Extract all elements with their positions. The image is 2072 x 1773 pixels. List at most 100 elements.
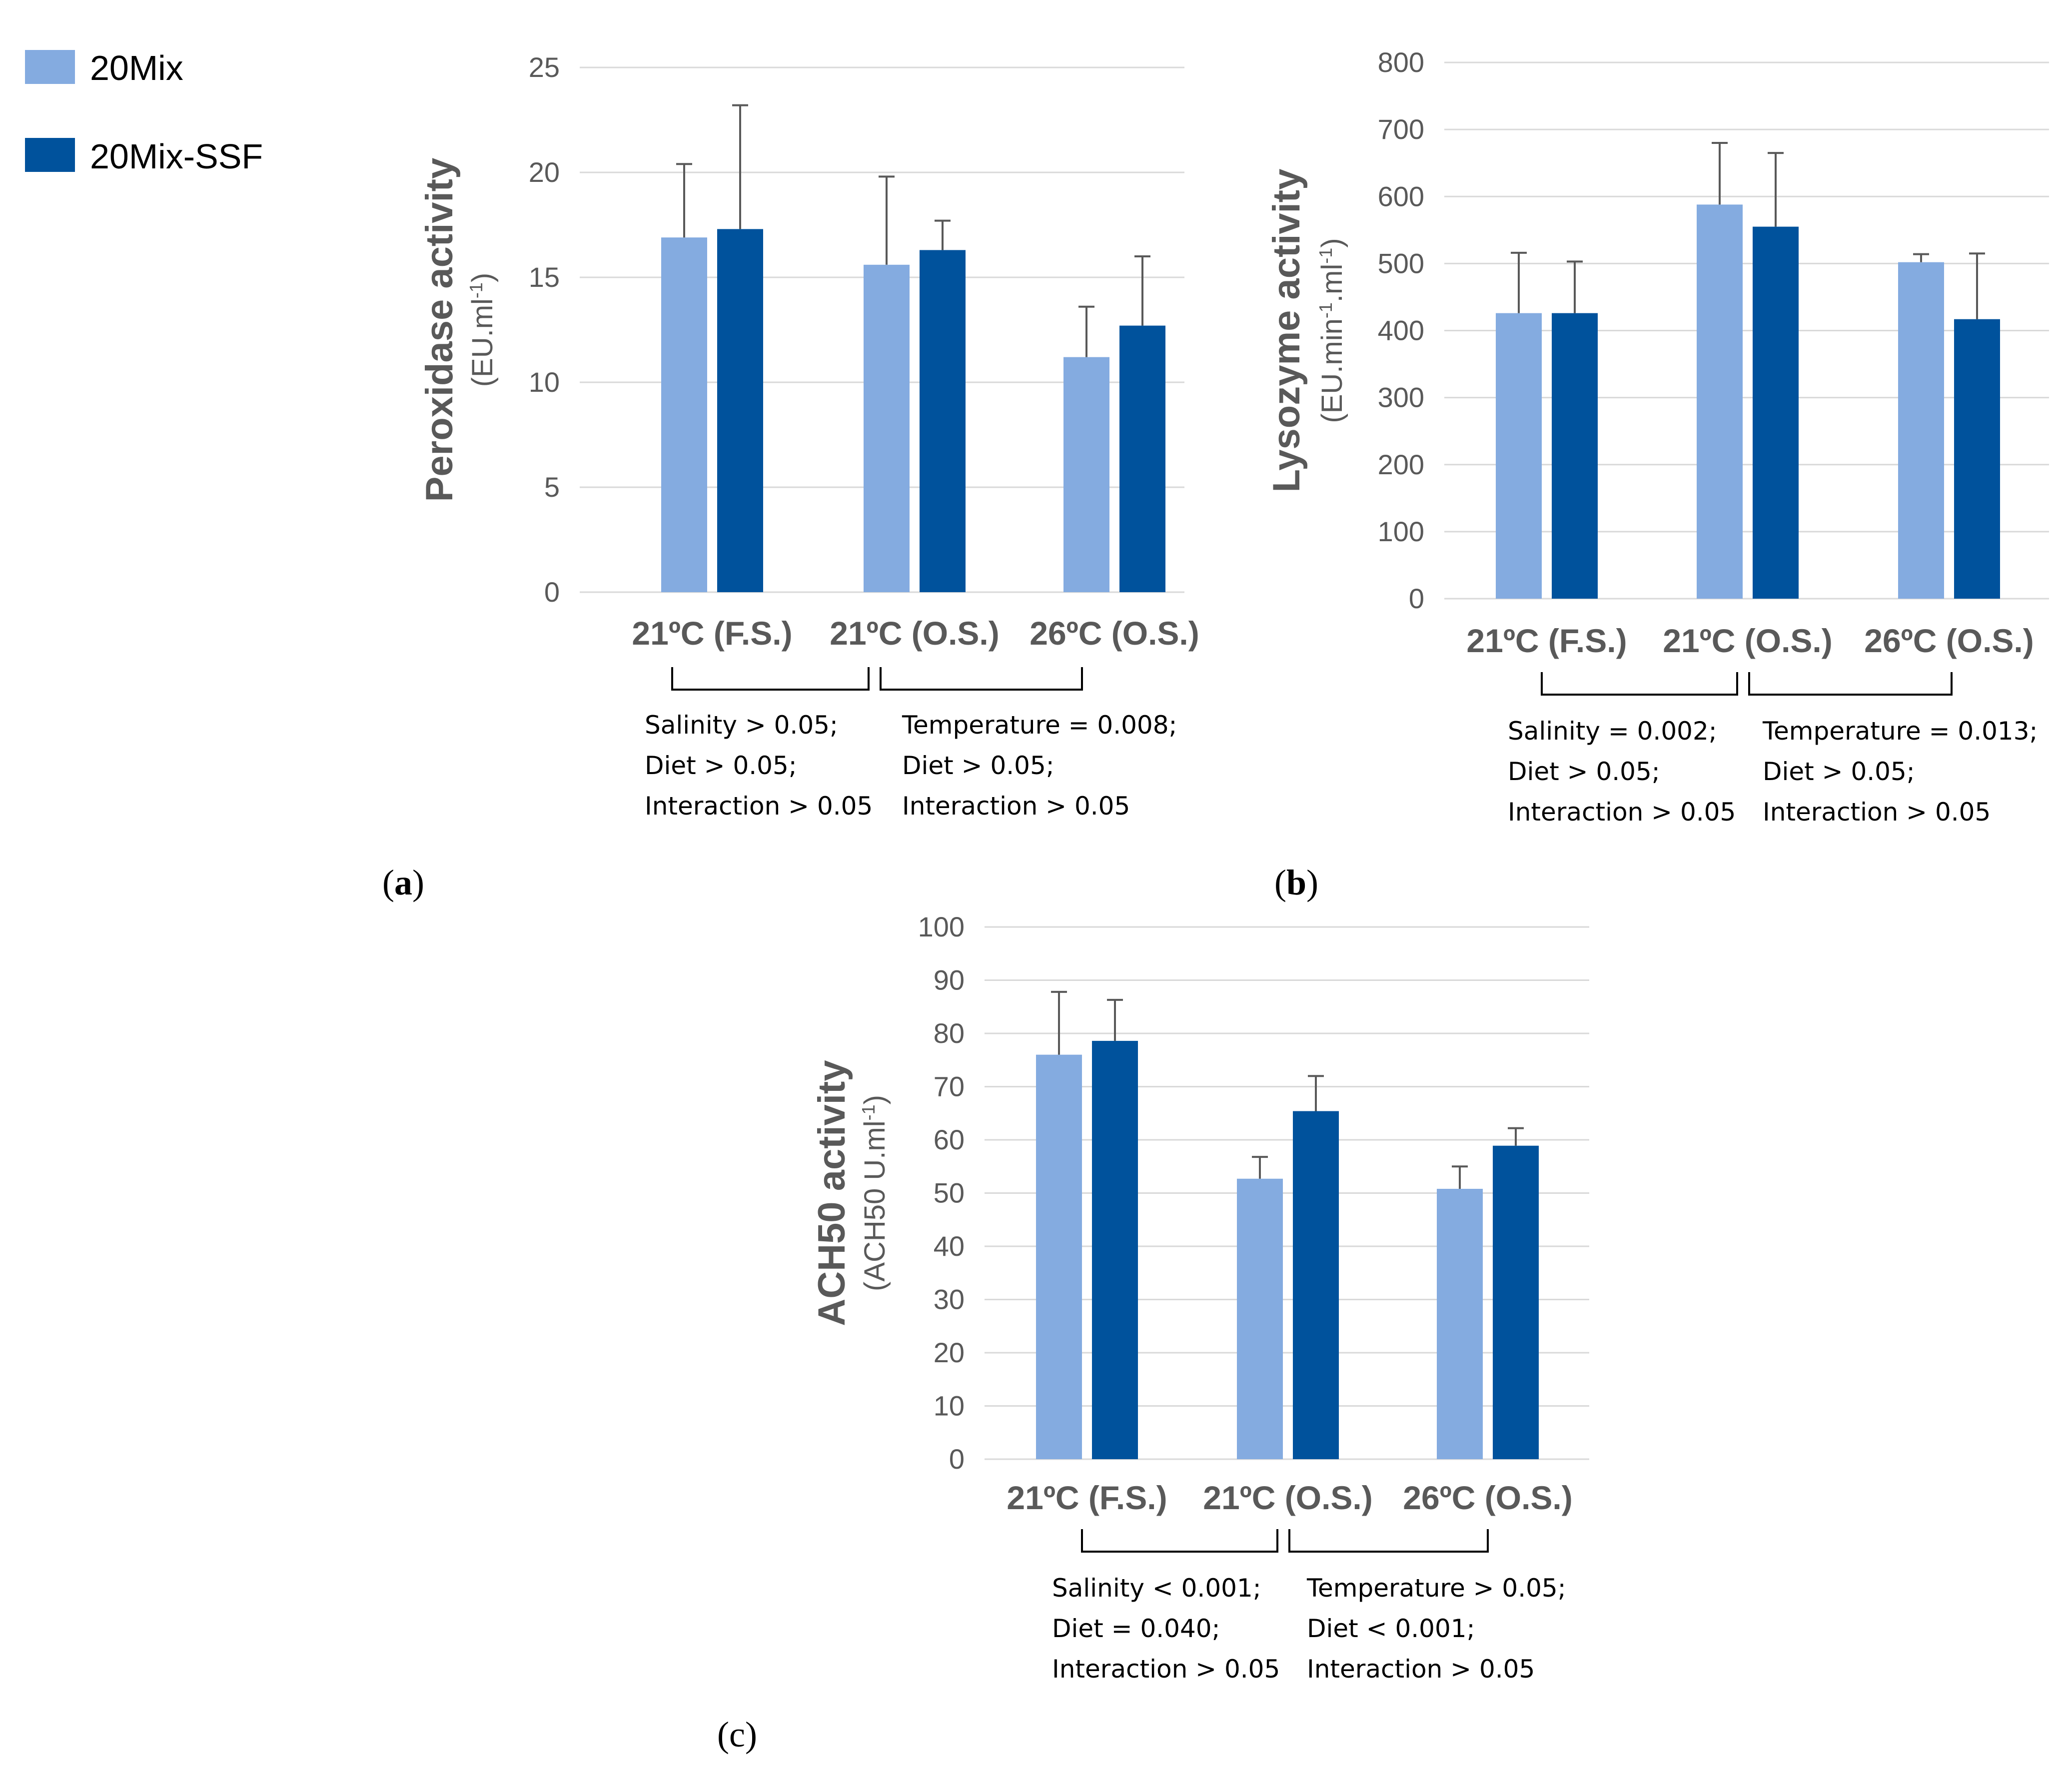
stat-line: Diet > 0.05; xyxy=(645,751,797,780)
stat-line: Diet = 0.040; xyxy=(1052,1614,1220,1643)
stat-line: Interaction > 0.05 xyxy=(1052,1655,1280,1684)
legend: 20Mix 20Mix-SSF xyxy=(25,48,263,176)
x-category-label: 21ºC (F.S.) xyxy=(632,615,792,652)
y-tick-label: 800 xyxy=(1378,46,1424,78)
bar-20mix-ssf-2 xyxy=(1753,226,1799,599)
comparison-bracket xyxy=(1541,672,1738,696)
panel-paren: ( xyxy=(717,1715,729,1755)
stat-line: Interaction > 0.05 xyxy=(1508,798,1736,827)
y-axis-unit: (EU.ml-1) xyxy=(466,273,499,387)
y-tick-label: 0 xyxy=(1409,583,1424,614)
y-tick-label: 700 xyxy=(1378,113,1424,145)
y-tick-label: 100 xyxy=(918,911,965,942)
unit-text: ) xyxy=(859,1095,891,1104)
stat-line: Interaction > 0.05 xyxy=(1763,798,1991,827)
stat-line: Interaction > 0.05 xyxy=(902,792,1130,821)
bar-20mix-ssf-3 xyxy=(1119,325,1165,592)
panel-paren: ( xyxy=(1274,863,1286,902)
x-category-label: 21ºC (O.S.) xyxy=(1203,1479,1373,1516)
bar-20mix-ssf-1 xyxy=(1092,1040,1138,1459)
x-category-label: 21ºC (F.S.) xyxy=(1007,1479,1167,1516)
panel-paren: ) xyxy=(1306,863,1318,902)
y-tick-label: 25 xyxy=(529,51,560,83)
bar-20mix-3 xyxy=(1898,262,1944,599)
stat-line: Interaction > 0.05 xyxy=(1307,1655,1535,1684)
bar-20mix-ssf-1 xyxy=(1552,313,1598,599)
bar-20mix-ssf-3 xyxy=(1954,319,2000,599)
legend-label-20mix: 20Mix xyxy=(90,48,183,87)
y-axis-unit: (ACH50 U.ml-1) xyxy=(858,1095,892,1291)
y-tick-label: 70 xyxy=(934,1071,965,1102)
y-axis-title: Peroxidase activity xyxy=(418,158,461,502)
bar-20mix-ssf-1 xyxy=(717,229,763,592)
y-tick-label: 300 xyxy=(1378,382,1424,413)
stat-line: Temperature > 0.05; xyxy=(1306,1574,1566,1603)
stat-line: Temperature = 0.013; xyxy=(1762,717,2038,746)
y-tick-label: 400 xyxy=(1378,315,1424,346)
unit-text: (EU.ml xyxy=(466,298,499,387)
unit-text: .ml xyxy=(1316,264,1348,302)
comparison-bracket xyxy=(671,667,870,691)
x-category-label: 26ºC (O.S.) xyxy=(1864,622,2034,659)
panel-letter: b xyxy=(1286,863,1306,902)
legend-swatch-20mix-ssf xyxy=(25,138,75,172)
legend-swatch-20mix xyxy=(25,50,75,84)
y-tick-label: 10 xyxy=(529,366,560,398)
bar-20mix-1 xyxy=(1036,1054,1082,1459)
bar-20mix-ssf-2 xyxy=(1293,1111,1339,1459)
y-tick-label: 0 xyxy=(544,576,560,608)
unit-superscript: -1 xyxy=(1315,302,1336,318)
x-category-label: 21ºC (O.S.) xyxy=(830,615,1000,652)
x-category-label: 21ºC (O.S.) xyxy=(1663,622,1833,659)
y-tick-label: 10 xyxy=(934,1390,965,1422)
y-tick-label: 200 xyxy=(1378,449,1424,480)
stat-line: Salinity > 0.05; xyxy=(645,711,838,740)
y-tick-label: 5 xyxy=(544,471,560,503)
panel-letter: c xyxy=(729,1715,745,1755)
y-tick-label: 20 xyxy=(934,1337,965,1368)
unit-superscript: -1 xyxy=(858,1104,879,1120)
y-tick-label: 60 xyxy=(934,1124,965,1155)
y-axis-title: ACH50 activity xyxy=(811,1060,853,1326)
comparison-bracket xyxy=(1288,1529,1489,1553)
bar-20mix-2 xyxy=(1697,204,1743,599)
stat-line: Salinity < 0.001; xyxy=(1052,1574,1261,1603)
unit-superscript: -1 xyxy=(466,282,486,298)
stat-line: Diet > 0.05; xyxy=(902,751,1054,780)
y-tick-label: 40 xyxy=(934,1230,965,1262)
unit-superscript: -1 xyxy=(1315,248,1336,264)
y-axis-unit: (EU.min-1.ml-1) xyxy=(1315,238,1349,423)
y-tick-label: 30 xyxy=(934,1284,965,1315)
panel-label: (a) xyxy=(382,863,424,902)
panel-label: (b) xyxy=(1274,863,1318,902)
panel-label: (c) xyxy=(717,1715,757,1755)
y-tick-label: 80 xyxy=(934,1017,965,1049)
bar-20mix-1 xyxy=(1496,313,1542,599)
y-tick-label: 100 xyxy=(1378,516,1424,547)
chart-lysozyme: 0 100 200 300 400 500 600 700 800 Lysozyme activi… xyxy=(1265,46,2049,902)
panel-paren: ( xyxy=(382,863,394,902)
panel-letter: a xyxy=(394,863,412,902)
stat-line: Interaction > 0.05 xyxy=(645,792,873,821)
bar-20mix-2 xyxy=(864,264,910,592)
x-category-label: 21ºC (F.S.) xyxy=(1466,622,1627,659)
stat-line: Salinity = 0.002; xyxy=(1508,717,1717,746)
chart-peroxidase: 0 5 10 15 20 25 Peroxidase activity (EU.ml-1) 21… xyxy=(382,51,1199,902)
panel-paren: ) xyxy=(412,863,424,902)
bar-20mix-1 xyxy=(661,237,707,592)
unit-text: ) xyxy=(1316,238,1348,247)
y-tick-label: 50 xyxy=(934,1177,965,1209)
y-tick-label: 15 xyxy=(529,261,560,293)
stat-line: Temperature = 0.008; xyxy=(902,711,1177,740)
bar-20mix-3 xyxy=(1063,357,1109,592)
bar-20mix-ssf-3 xyxy=(1493,1145,1539,1459)
x-category-label: 26ºC (O.S.) xyxy=(1030,615,1199,652)
stat-line: Diet > 0.05; xyxy=(1763,757,1915,786)
legend-label-20mix-ssf: 20Mix-SSF xyxy=(90,137,263,176)
bar-20mix-2 xyxy=(1237,1178,1283,1459)
comparison-bracket xyxy=(1748,672,1953,696)
panel-paren: ) xyxy=(745,1715,757,1755)
bar-20mix-3 xyxy=(1437,1188,1483,1459)
bar-20mix-ssf-2 xyxy=(920,250,966,592)
